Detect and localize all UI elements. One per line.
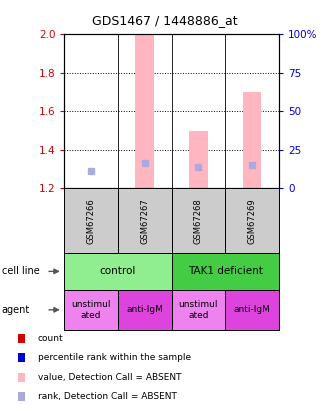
Text: percentile rank within the sample: percentile rank within the sample [38,353,191,362]
Text: unstimul
ated: unstimul ated [179,300,218,320]
Text: anti-IgM: anti-IgM [234,305,271,314]
Text: value, Detection Call = ABSENT: value, Detection Call = ABSENT [38,373,182,382]
Text: agent: agent [2,305,30,315]
Text: GDS1467 / 1448886_at: GDS1467 / 1448886_at [92,14,238,27]
Text: anti-IgM: anti-IgM [126,305,163,314]
Text: GSM67266: GSM67266 [87,198,96,243]
Text: GSM67268: GSM67268 [194,198,203,243]
Text: cell line: cell line [2,266,39,276]
Text: GSM67269: GSM67269 [248,198,256,243]
Bar [135,34,154,188]
Bar [189,130,208,188]
Text: count: count [38,334,64,343]
Text: control: control [100,266,136,276]
Text: rank, Detection Call = ABSENT: rank, Detection Call = ABSENT [38,392,177,401]
Text: unstimul
ated: unstimul ated [71,300,111,320]
Text: TAK1 deficient: TAK1 deficient [188,266,263,276]
Bar [243,92,261,188]
Text: GSM67267: GSM67267 [140,198,149,243]
